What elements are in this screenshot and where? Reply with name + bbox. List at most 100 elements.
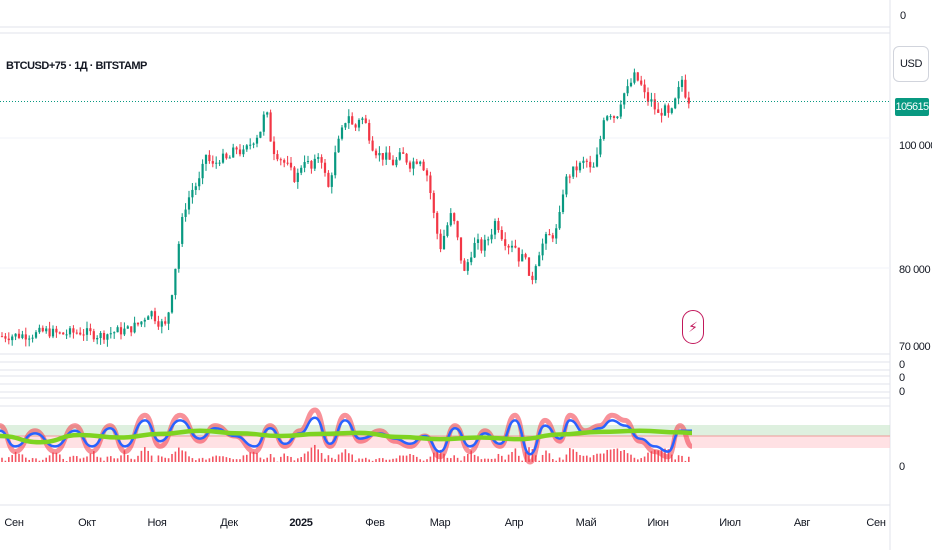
indicator-label-2: 0 bbox=[899, 372, 905, 384]
candle-body bbox=[548, 234, 551, 236]
candle-body bbox=[640, 80, 643, 85]
time-axis[interactable]: Сен Окт Ноя Дек 2025 Фев Мар Апр Май Июн Июл Авг Сен bbox=[4, 517, 886, 529]
candle-body bbox=[531, 275, 534, 280]
histogram-bar bbox=[167, 458, 170, 462]
candle-body bbox=[170, 295, 174, 313]
candle-body bbox=[541, 243, 544, 256]
candle-body bbox=[279, 159, 282, 161]
candle-body bbox=[320, 157, 323, 163]
candle-body bbox=[228, 157, 231, 159]
candle-body bbox=[432, 193, 435, 213]
histogram-bar bbox=[504, 459, 506, 462]
histogram-bar bbox=[650, 451, 653, 462]
candle-body bbox=[636, 72, 639, 81]
pane-separators bbox=[0, 26, 890, 506]
histogram-bar bbox=[25, 457, 27, 462]
histogram-bar bbox=[358, 458, 360, 462]
candle-body bbox=[602, 120, 605, 139]
histogram-bar bbox=[232, 459, 234, 462]
histogram-bar bbox=[266, 457, 268, 462]
histogram-bar bbox=[307, 451, 309, 462]
candle-body bbox=[347, 116, 350, 124]
histogram-bar bbox=[647, 452, 649, 462]
candle-body bbox=[55, 328, 58, 333]
candle-body bbox=[89, 328, 92, 332]
histogram-bar bbox=[320, 453, 323, 462]
candle-body bbox=[561, 194, 565, 212]
histogram-bar bbox=[191, 458, 194, 462]
histogram-bar bbox=[637, 459, 639, 462]
candle-body bbox=[368, 123, 371, 141]
candle-body bbox=[249, 144, 252, 146]
histogram-bar bbox=[89, 453, 92, 462]
candle-body bbox=[136, 322, 140, 325]
time-label: Май bbox=[576, 517, 597, 529]
histogram-bar bbox=[303, 453, 306, 462]
candle-body bbox=[463, 260, 466, 271]
histogram-bar bbox=[181, 450, 183, 462]
histogram-bar bbox=[331, 457, 333, 462]
candle-body bbox=[245, 145, 248, 150]
histogram-bar bbox=[589, 457, 591, 462]
histogram-bar bbox=[572, 449, 574, 462]
candle-body bbox=[606, 116, 609, 121]
histogram-bar bbox=[562, 459, 564, 462]
histogram-bar bbox=[592, 455, 595, 462]
candle-body bbox=[687, 97, 690, 104]
candle-body bbox=[85, 328, 89, 335]
histogram-bar bbox=[419, 459, 421, 462]
candle-body bbox=[500, 229, 503, 240]
histogram-bar bbox=[259, 457, 262, 462]
candle-body bbox=[544, 234, 548, 244]
indicator-label-4: 0 bbox=[899, 461, 905, 473]
histogram-bar bbox=[218, 456, 221, 462]
histogram-bar bbox=[630, 454, 632, 462]
histogram-bar bbox=[229, 458, 231, 462]
histogram-bar bbox=[269, 453, 272, 462]
candle-body bbox=[524, 254, 527, 258]
candle-body bbox=[470, 257, 473, 263]
candle-body bbox=[578, 162, 582, 171]
candle-body bbox=[517, 247, 520, 262]
candle-body bbox=[184, 209, 187, 217]
histogram-bar bbox=[623, 449, 625, 462]
candle-body bbox=[419, 161, 422, 164]
candle-body bbox=[514, 245, 517, 248]
candle-body bbox=[555, 228, 558, 239]
candle-body bbox=[17, 333, 21, 338]
histogram-bar bbox=[422, 460, 425, 462]
candle-body bbox=[585, 160, 588, 162]
candle-body bbox=[198, 178, 201, 187]
histogram-bar bbox=[212, 456, 214, 462]
histogram-bar bbox=[28, 459, 30, 462]
histogram-bar bbox=[110, 456, 112, 462]
candle-body bbox=[303, 162, 306, 168]
symbol-title[interactable]: BTCUSD+75 · 1Д · BITSTAMP bbox=[6, 60, 148, 72]
histogram-bar bbox=[480, 459, 483, 462]
lightning-icon[interactable]: ⚡ bbox=[682, 310, 704, 344]
histogram-bar bbox=[14, 451, 17, 462]
grid-lines bbox=[0, 137, 890, 269]
candle-body bbox=[296, 172, 299, 182]
histogram-bar bbox=[657, 450, 659, 462]
histogram-bar bbox=[324, 458, 326, 462]
candle-body bbox=[568, 176, 571, 178]
candle-body bbox=[609, 116, 612, 118]
currency-button[interactable]: USD bbox=[893, 46, 929, 82]
candle-body bbox=[521, 254, 524, 262]
histogram-bar bbox=[521, 460, 523, 462]
candle-body bbox=[34, 332, 38, 338]
histogram-bar bbox=[48, 455, 51, 462]
candle-body bbox=[45, 328, 48, 332]
candle-body bbox=[538, 255, 541, 267]
histogram-bar bbox=[147, 450, 149, 462]
histogram-bar bbox=[609, 449, 612, 462]
histogram-bar bbox=[69, 456, 71, 462]
histogram-bar bbox=[490, 458, 493, 462]
histogram-bar bbox=[368, 459, 370, 462]
candle-body bbox=[344, 123, 347, 128]
histogram-bar bbox=[103, 460, 105, 462]
histogram-bar bbox=[157, 455, 160, 462]
histogram-bar bbox=[518, 455, 520, 462]
